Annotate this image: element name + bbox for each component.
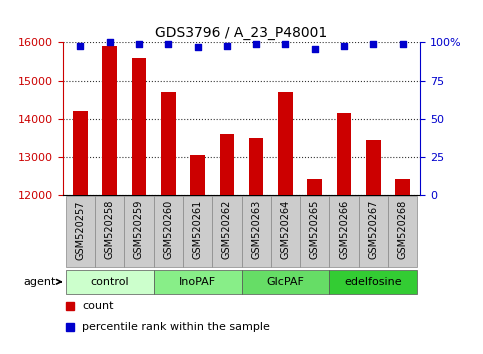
- Bar: [220, 134, 234, 195]
- Point: [106, 40, 114, 45]
- Bar: [73, 111, 88, 195]
- Bar: [366, 139, 381, 195]
- Text: GSM520262: GSM520262: [222, 200, 232, 259]
- FancyBboxPatch shape: [329, 270, 417, 294]
- Bar: [395, 179, 410, 195]
- Text: GSM520267: GSM520267: [369, 200, 378, 259]
- Text: percentile rank within the sample: percentile rank within the sample: [83, 322, 270, 332]
- FancyBboxPatch shape: [242, 196, 271, 267]
- Text: GSM520263: GSM520263: [251, 200, 261, 259]
- FancyBboxPatch shape: [388, 196, 417, 267]
- FancyBboxPatch shape: [66, 270, 154, 294]
- Point: [252, 41, 260, 47]
- Text: count: count: [83, 301, 114, 311]
- Point: [311, 46, 319, 51]
- FancyBboxPatch shape: [242, 270, 329, 294]
- Point: [399, 41, 407, 47]
- FancyBboxPatch shape: [212, 196, 242, 267]
- Title: GDS3796 / A_23_P48001: GDS3796 / A_23_P48001: [156, 26, 327, 40]
- Point: [76, 43, 84, 48]
- Text: GSM520265: GSM520265: [310, 200, 320, 259]
- Point: [369, 41, 377, 47]
- Bar: [249, 138, 263, 195]
- Text: agent: agent: [23, 277, 56, 287]
- Point: [223, 43, 231, 48]
- FancyBboxPatch shape: [271, 196, 300, 267]
- FancyBboxPatch shape: [66, 196, 95, 267]
- Bar: [102, 46, 117, 195]
- FancyBboxPatch shape: [183, 196, 212, 267]
- FancyBboxPatch shape: [124, 196, 154, 267]
- Text: GSM520266: GSM520266: [339, 200, 349, 259]
- Text: GSM520260: GSM520260: [163, 200, 173, 259]
- Text: GSM520258: GSM520258: [105, 200, 114, 259]
- Text: GSM520259: GSM520259: [134, 200, 144, 259]
- Bar: [337, 113, 351, 195]
- Text: GSM520257: GSM520257: [75, 200, 85, 259]
- Text: edelfosine: edelfosine: [344, 277, 402, 287]
- Text: GlcPAF: GlcPAF: [267, 277, 304, 287]
- FancyBboxPatch shape: [154, 196, 183, 267]
- FancyBboxPatch shape: [329, 196, 359, 267]
- Text: GSM520268: GSM520268: [398, 200, 408, 259]
- Text: InoPAF: InoPAF: [179, 277, 216, 287]
- FancyBboxPatch shape: [95, 196, 124, 267]
- Point: [135, 41, 143, 47]
- Bar: [161, 92, 176, 195]
- Point: [340, 43, 348, 48]
- Text: control: control: [90, 277, 129, 287]
- Bar: [278, 92, 293, 195]
- Bar: [190, 155, 205, 195]
- FancyBboxPatch shape: [300, 196, 329, 267]
- Bar: [132, 58, 146, 195]
- Text: GSM520261: GSM520261: [193, 200, 202, 259]
- FancyBboxPatch shape: [154, 270, 242, 294]
- Point: [164, 41, 172, 47]
- Point: [282, 41, 289, 47]
- Text: GSM520264: GSM520264: [281, 200, 290, 259]
- Bar: [307, 179, 322, 195]
- FancyBboxPatch shape: [359, 196, 388, 267]
- Point: [194, 44, 201, 50]
